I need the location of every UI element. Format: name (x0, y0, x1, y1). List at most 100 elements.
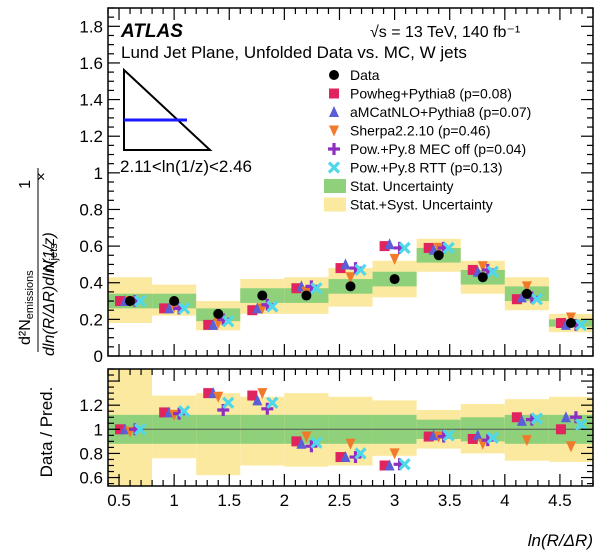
ratio-pred-point (560, 411, 571, 423)
ratio-pred-point (178, 405, 191, 418)
main-y-tick-label: 0.2 (79, 310, 103, 329)
ratio-pred-point (257, 388, 268, 400)
main-y-tick-label: 0.4 (79, 274, 103, 293)
ratio-pred-point (133, 423, 147, 436)
ylabel-njets: Njets (41, 243, 60, 272)
legend-label: Data (350, 67, 380, 83)
ratio-pred-point (472, 429, 483, 441)
ratio-pred-point (511, 412, 522, 423)
main-y-tick-label: 0.8 (79, 200, 103, 219)
main-pred-point (574, 318, 588, 331)
ratio-y-axis-label: Data / Pred. (37, 387, 56, 478)
x-axis-label: ln(R/ΔR) (528, 531, 593, 550)
ratio-pred-point (247, 390, 258, 401)
ratio-pred-point (203, 388, 214, 399)
ratio-pred-point (266, 396, 279, 409)
main-pred-point (222, 315, 235, 328)
main-data-point (169, 296, 180, 307)
legend-marker (327, 161, 341, 174)
main-data-point (433, 250, 444, 261)
legend-entry: Data (329, 67, 380, 83)
legend-entry: Pow.+Py.8 RTT (p=0.13) (327, 160, 503, 176)
ratio-pred-point (398, 458, 411, 471)
main-pred-point (115, 296, 126, 307)
ratio-pred-point (530, 412, 543, 425)
legend-label: Sherpa2.2.10 (p=0.46) (350, 123, 491, 139)
legend-label: Pow.+Py.8 RTT (p=0.13) (350, 160, 503, 176)
main-pred-point (159, 303, 170, 314)
ratio-pred-point (252, 394, 263, 406)
inset-label: 2.11<ln(1/z)<2.46 (120, 157, 252, 176)
ratio-pred-point (555, 424, 566, 435)
main-pred-point (310, 282, 323, 295)
legend-swatch (324, 197, 346, 212)
main-pred-point (247, 305, 258, 316)
x-tick-label: 0.5 (107, 491, 131, 510)
legend-marker (329, 70, 339, 80)
main-data-point (477, 272, 488, 283)
legend: Data Powheg+Pythia8 (p=0.08) aMCatNLO+Pyth… (324, 67, 531, 213)
ratio-pred-point (301, 431, 312, 443)
x-tick-label: 2 (280, 491, 289, 510)
x-tick-label: 1 (169, 491, 178, 510)
ratio-pred-point (345, 438, 356, 450)
x-tick-label: 1.5 (217, 491, 241, 510)
main-pred-point (133, 294, 147, 308)
ratio-pred-point (574, 418, 588, 431)
experiment-label: ATLAS (120, 21, 183, 42)
main-y-tick-label: 1 (94, 164, 103, 183)
main-pred-point (340, 258, 351, 270)
legend-label: Powheg+Pythia8 (p=0.08) (350, 86, 512, 102)
energy-label: √s = 13 TeV, 140 fb⁻¹ (370, 24, 520, 41)
main-pred-point (354, 263, 367, 277)
main-data-point (389, 274, 400, 285)
ratio-pred-point (423, 431, 434, 442)
main-pred-point (164, 302, 175, 314)
main-pred-point (379, 241, 390, 252)
x-tick-label: 3.5 (438, 491, 462, 510)
ratio-pred-point (516, 414, 527, 426)
main-prediction-markers (115, 238, 588, 331)
ratio-pred-point (213, 391, 224, 403)
main-data-point (301, 290, 312, 301)
ratio-pred-point (486, 431, 499, 444)
ratio-pred-point (296, 437, 307, 449)
main-pred-point (335, 263, 346, 274)
ratio-y-tick-label: 1 (94, 420, 103, 439)
main-pred-point (384, 238, 395, 250)
ratio-pred-point (384, 459, 395, 471)
legend-entry: Powheg+Pythia8 (p=0.08) (329, 86, 512, 102)
ratio-pred-point (335, 452, 346, 463)
main-y-tick-label: 1.6 (79, 54, 103, 73)
axis-ticks: 0.5 1 1.5 2 2.5 3 3.5 4 4.5 0 0.2 0.4 0.6 0.8 1 1.2 1.4 1… (79, 7, 594, 510)
ratio-uncertainty-bands (108, 369, 593, 486)
legend-marker (329, 125, 339, 137)
legend-marker (329, 106, 339, 117)
lund-plane-inset: 2.11<ln(1/z)<2.46 (120, 67, 252, 176)
legend-label: aMCatNLO+Pythia8 (p=0.07) (350, 104, 531, 120)
main-pred-point (442, 241, 455, 255)
main-data-point (521, 288, 532, 299)
legend-entry: aMCatNLO+Pythia8 (p=0.07) (329, 104, 531, 120)
main-pred-point (398, 241, 411, 255)
main-pred-point (521, 281, 532, 293)
ratio-pred-point (115, 424, 126, 435)
ratio-y-tick-label: 1.2 (79, 396, 103, 415)
main-pred-point (208, 318, 219, 330)
ratio-pred-point (261, 402, 274, 415)
inset-triangle (123, 67, 213, 151)
legend-marker (329, 88, 339, 99)
main-data-point (125, 296, 136, 307)
main-pred-point (389, 253, 400, 265)
main-y-tick-label: 0 (94, 347, 103, 366)
main-y-tick-label: 1.2 (79, 127, 103, 146)
main-pred-point (203, 319, 214, 330)
ratio-prediction-markers (115, 387, 588, 471)
main-y-tick-label: 1.4 (79, 91, 103, 110)
main-y-axis-label: 1 Njets × d²Nemissions dln(R/ΔR)dln(1/z) (17, 168, 60, 356)
ratio-pred-point (379, 460, 390, 471)
main-data-point (345, 281, 356, 292)
x-tick-label: 4 (500, 491, 509, 510)
main-data-point (213, 308, 224, 319)
ratio-pred-point (428, 429, 439, 441)
